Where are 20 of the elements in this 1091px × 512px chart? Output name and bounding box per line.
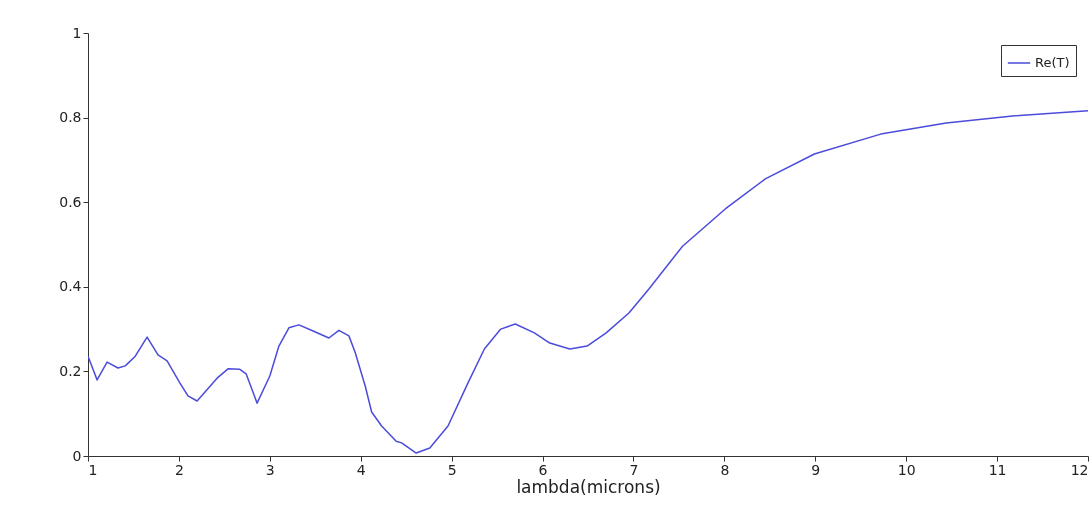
x-tick-label: 12 — [1070, 461, 1089, 478]
x-tick-label: 5 — [447, 461, 457, 478]
legend-label: Re(T) — [1035, 55, 1070, 70]
y-tick-label: 0.8 — [59, 109, 82, 126]
x-tick-label: 7 — [629, 461, 639, 478]
y-tick-label: 0.4 — [59, 278, 82, 295]
x-axis-title: lambda(microns) — [516, 476, 661, 497]
x-tick-label: 6 — [538, 461, 548, 478]
y-tick-label: 0.6 — [59, 193, 82, 210]
x-tick-label: 1 — [88, 461, 98, 478]
x-tick-label: 2 — [174, 461, 184, 478]
x-tick-label: 9 — [811, 461, 821, 478]
x-tick-label: 4 — [356, 461, 366, 478]
y-tick-label: 1 — [72, 24, 82, 41]
y-tick-label: 0.2 — [59, 362, 82, 379]
x-tick-label: 10 — [897, 461, 916, 478]
y-tick-label: 0 — [72, 447, 82, 464]
x-tick-label: 8 — [720, 461, 730, 478]
x-tick-label: 11 — [988, 461, 1007, 478]
x-tick-label: 3 — [265, 461, 275, 478]
